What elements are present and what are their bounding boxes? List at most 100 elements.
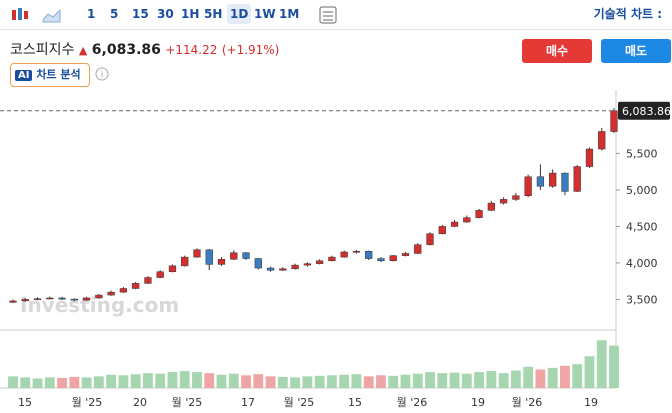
x-tick-label: 월 '25 xyxy=(172,396,203,409)
candle-body xyxy=(328,256,336,261)
candle-body xyxy=(82,297,91,301)
volume-bar xyxy=(265,376,276,388)
volume-bar xyxy=(241,375,251,388)
interval-option[interactable]: 1D xyxy=(227,4,252,24)
candle-body xyxy=(610,110,618,132)
indicator-icon[interactable] xyxy=(318,5,338,25)
candle-body xyxy=(450,221,459,227)
x-tick-label: 월 '25 xyxy=(284,396,315,409)
volume-bar xyxy=(290,377,301,388)
x-tick-label: 15 xyxy=(348,396,362,409)
y-tick-label: 5,000 xyxy=(626,184,658,197)
candle-body xyxy=(463,217,471,223)
volume-bar xyxy=(535,369,546,388)
y-tick-label: 5,500 xyxy=(626,147,658,160)
volume-bar xyxy=(412,373,423,388)
volume-bar xyxy=(572,364,583,388)
volume-bar xyxy=(425,372,435,388)
candle-body xyxy=(303,263,311,266)
volume-bar xyxy=(449,372,460,388)
price: 6,083.86 xyxy=(91,42,161,58)
interval-option[interactable]: 15 xyxy=(132,7,149,21)
volume-bar xyxy=(192,372,202,388)
candle-body xyxy=(156,271,164,278)
volume-bar xyxy=(228,373,239,388)
candle-body xyxy=(95,294,103,299)
candle-body xyxy=(168,265,177,272)
candle-body xyxy=(549,172,557,187)
volume-bar xyxy=(560,365,570,388)
candle-body xyxy=(487,202,495,211)
candle-body xyxy=(352,251,361,253)
volume-bar xyxy=(376,375,386,388)
area-icon[interactable] xyxy=(42,6,62,24)
y-tick-label: 3,500 xyxy=(626,293,658,306)
x-tick-label: 15 xyxy=(18,396,32,409)
buy-button[interactable]: 매수 xyxy=(522,39,592,63)
up-arrow: ▲ xyxy=(78,44,88,57)
candle-body xyxy=(205,249,213,265)
candle-body xyxy=(217,259,226,265)
candle-body xyxy=(585,148,594,167)
candle-body xyxy=(132,283,140,289)
interval-option[interactable]: 5 xyxy=(110,7,119,21)
ai-analysis[interactable]: AI 차트 분석 xyxy=(10,63,90,87)
candle-body xyxy=(536,176,545,187)
divider xyxy=(0,29,672,30)
candle-body xyxy=(279,268,287,271)
volume-bar xyxy=(253,374,264,388)
candle-icon[interactable] xyxy=(10,6,30,24)
x-tick-label: 17 xyxy=(241,396,255,409)
volume-bar xyxy=(596,340,607,388)
interval-option[interactable]: 1H xyxy=(181,7,200,21)
interval-option[interactable]: 1W xyxy=(254,7,276,21)
candle-body xyxy=(107,291,115,296)
volume-bar xyxy=(609,345,619,388)
info-icon[interactable]: i xyxy=(95,67,109,81)
candle-body xyxy=(365,251,373,259)
candle-body xyxy=(401,253,410,256)
sell-button[interactable]: 매도 xyxy=(601,39,671,63)
x-tick-label: 19 xyxy=(584,396,598,409)
volume-bar xyxy=(69,376,80,388)
interval-option[interactable]: 30 xyxy=(157,7,174,21)
volume-bar xyxy=(584,356,595,388)
volume-bar xyxy=(155,373,166,388)
y-tick-label: 4,000 xyxy=(626,257,658,270)
interval-option[interactable]: 1 xyxy=(87,7,96,21)
volume-bar xyxy=(326,375,337,388)
candle-body xyxy=(46,297,54,300)
volume-bar xyxy=(179,371,190,388)
volume-bar xyxy=(388,375,399,388)
candle-body xyxy=(414,244,422,254)
volume-bar xyxy=(314,375,325,388)
candle-body xyxy=(21,299,29,302)
volume-bar xyxy=(57,377,67,388)
volume-bar xyxy=(523,366,534,388)
volume-bar xyxy=(106,374,117,388)
volume-bar xyxy=(400,374,411,388)
candle-body xyxy=(119,288,128,293)
candle-body xyxy=(242,252,250,259)
candle-body xyxy=(58,297,66,300)
candle-body xyxy=(70,298,78,301)
x-tick-label: 월 '26 xyxy=(512,396,543,409)
last-price-box xyxy=(618,101,670,120)
interval-option[interactable]: 1M xyxy=(279,7,300,21)
volume-bar xyxy=(130,374,141,388)
volume-bar xyxy=(118,375,129,388)
y-tick-label: 4,500 xyxy=(626,220,658,233)
volume-bar xyxy=(339,374,350,388)
candle-body xyxy=(193,249,201,258)
candle-body xyxy=(316,260,324,264)
volume-bar xyxy=(486,371,497,388)
volume-bar xyxy=(363,376,374,388)
interval-option[interactable]: 5H xyxy=(204,7,223,21)
chart-menu[interactable]: 기술적 차트 : xyxy=(593,7,662,21)
volume-bar xyxy=(93,376,104,388)
volume-bar xyxy=(510,370,521,388)
candle-body xyxy=(426,233,434,245)
volume-bar xyxy=(143,373,153,388)
candle-body xyxy=(512,195,520,200)
